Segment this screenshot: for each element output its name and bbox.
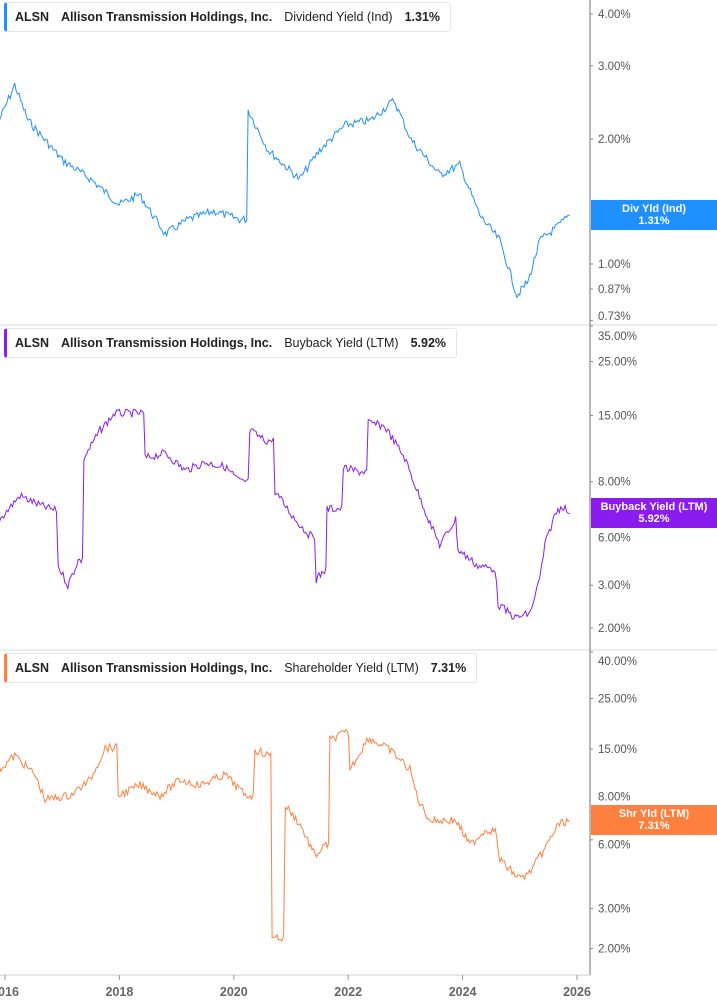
header-current-value: 5.92% <box>410 336 447 350</box>
y-tick-label: 6.00% <box>598 839 631 851</box>
y-tick-label: 25.00% <box>598 694 637 706</box>
series-line-3 <box>0 729 570 942</box>
y-tick-label: 2.00% <box>598 134 631 146</box>
tag-value: 5.92% <box>638 513 670 526</box>
y-tick-label: 2.00% <box>598 944 631 956</box>
series-line-2 <box>0 408 570 620</box>
header-company: Allison Transmission Holdings, Inc. <box>61 336 273 350</box>
y-tick-label: 6.00% <box>598 532 631 544</box>
x-tick-label: 2024 <box>449 985 477 999</box>
header-ticker: ALSN <box>15 336 50 350</box>
y-tick-label: 4.00% <box>598 9 631 21</box>
header-metric: Dividend Yield (Ind) <box>284 10 393 24</box>
series-legend-header: ALSN Allison Transmission Holdings, Inc. S… <box>4 653 478 683</box>
y-tick-label: 15.00% <box>598 744 637 756</box>
tag-label: Div Yld (Ind) <box>622 203 686 216</box>
y-tick-label: 35.00% <box>598 331 637 343</box>
y-tick-label: 40.00% <box>598 656 637 668</box>
header-company: Allison Transmission Holdings, Inc. <box>61 661 273 675</box>
header-current-value: 7.31% <box>430 661 467 675</box>
header-ticker: ALSN <box>15 10 50 24</box>
x-tick-label: 2016 <box>0 985 19 999</box>
x-tick-label: 2022 <box>334 985 362 999</box>
tag-label: Buyback Yield (LTM) <box>600 501 708 514</box>
y-tick-label: 8.00% <box>598 791 631 803</box>
header-current-value: 1.31% <box>404 10 441 24</box>
y-tick-label: 15.00% <box>598 410 637 422</box>
header-metric: Buyback Yield (LTM) <box>284 336 399 350</box>
y-tick-label: 8.00% <box>598 477 631 489</box>
series-line-1 <box>0 82 570 299</box>
tag-label: Shr Yld (LTM) <box>618 808 690 821</box>
tag-value: 7.31% <box>638 820 670 833</box>
x-tick-label: 2020 <box>220 985 248 999</box>
series-legend-header: ALSN Allison Transmission Holdings, Inc. B… <box>4 328 458 358</box>
y-tick-label: 1.00% <box>598 259 631 271</box>
x-tick-label: 2026 <box>563 985 591 999</box>
current-value-tag: Div Yld (Ind) 1.31% <box>591 200 717 231</box>
current-value-tag: Buyback Yield (LTM) 5.92% <box>591 498 717 529</box>
y-tick-label: 2.00% <box>598 623 631 635</box>
y-tick-label: 0.87% <box>598 284 631 296</box>
header-ticker: ALSN <box>15 661 50 675</box>
header-metric: Shareholder Yield (LTM) <box>284 661 419 675</box>
x-tick-label: 2018 <box>105 985 133 999</box>
y-tick-label: 3.00% <box>598 61 631 73</box>
current-value-tag: Shr Yld (LTM) 7.31% <box>591 805 717 836</box>
y-tick-label: 3.00% <box>598 903 631 915</box>
series-legend-header: ALSN Allison Transmission Holdings, Inc. D… <box>4 2 452 32</box>
y-tick-label: 3.00% <box>598 580 631 592</box>
y-tick-label: 0.73% <box>598 311 631 323</box>
y-tick-label: 25.00% <box>598 356 637 368</box>
header-company: Allison Transmission Holdings, Inc. <box>61 10 273 24</box>
tag-value: 1.31% <box>638 215 670 228</box>
